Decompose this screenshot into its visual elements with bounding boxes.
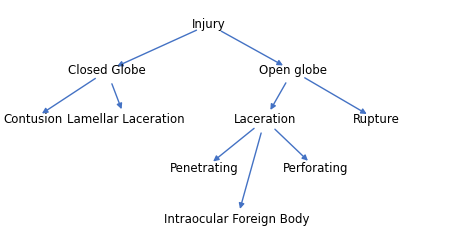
Text: Lamellar Laceration: Lamellar Laceration bbox=[67, 113, 184, 126]
Text: Contusion: Contusion bbox=[3, 113, 62, 126]
Text: Penetrating: Penetrating bbox=[170, 162, 239, 175]
Text: Open globe: Open globe bbox=[259, 64, 327, 77]
Text: Intraocular Foreign Body: Intraocular Foreign Body bbox=[164, 213, 310, 226]
Text: Closed Globe: Closed Globe bbox=[68, 64, 146, 77]
Text: Laceration: Laceration bbox=[234, 113, 296, 126]
Text: Perforating: Perforating bbox=[283, 162, 349, 175]
Text: Rupture: Rupture bbox=[353, 113, 400, 126]
Text: Injury: Injury bbox=[192, 18, 226, 31]
